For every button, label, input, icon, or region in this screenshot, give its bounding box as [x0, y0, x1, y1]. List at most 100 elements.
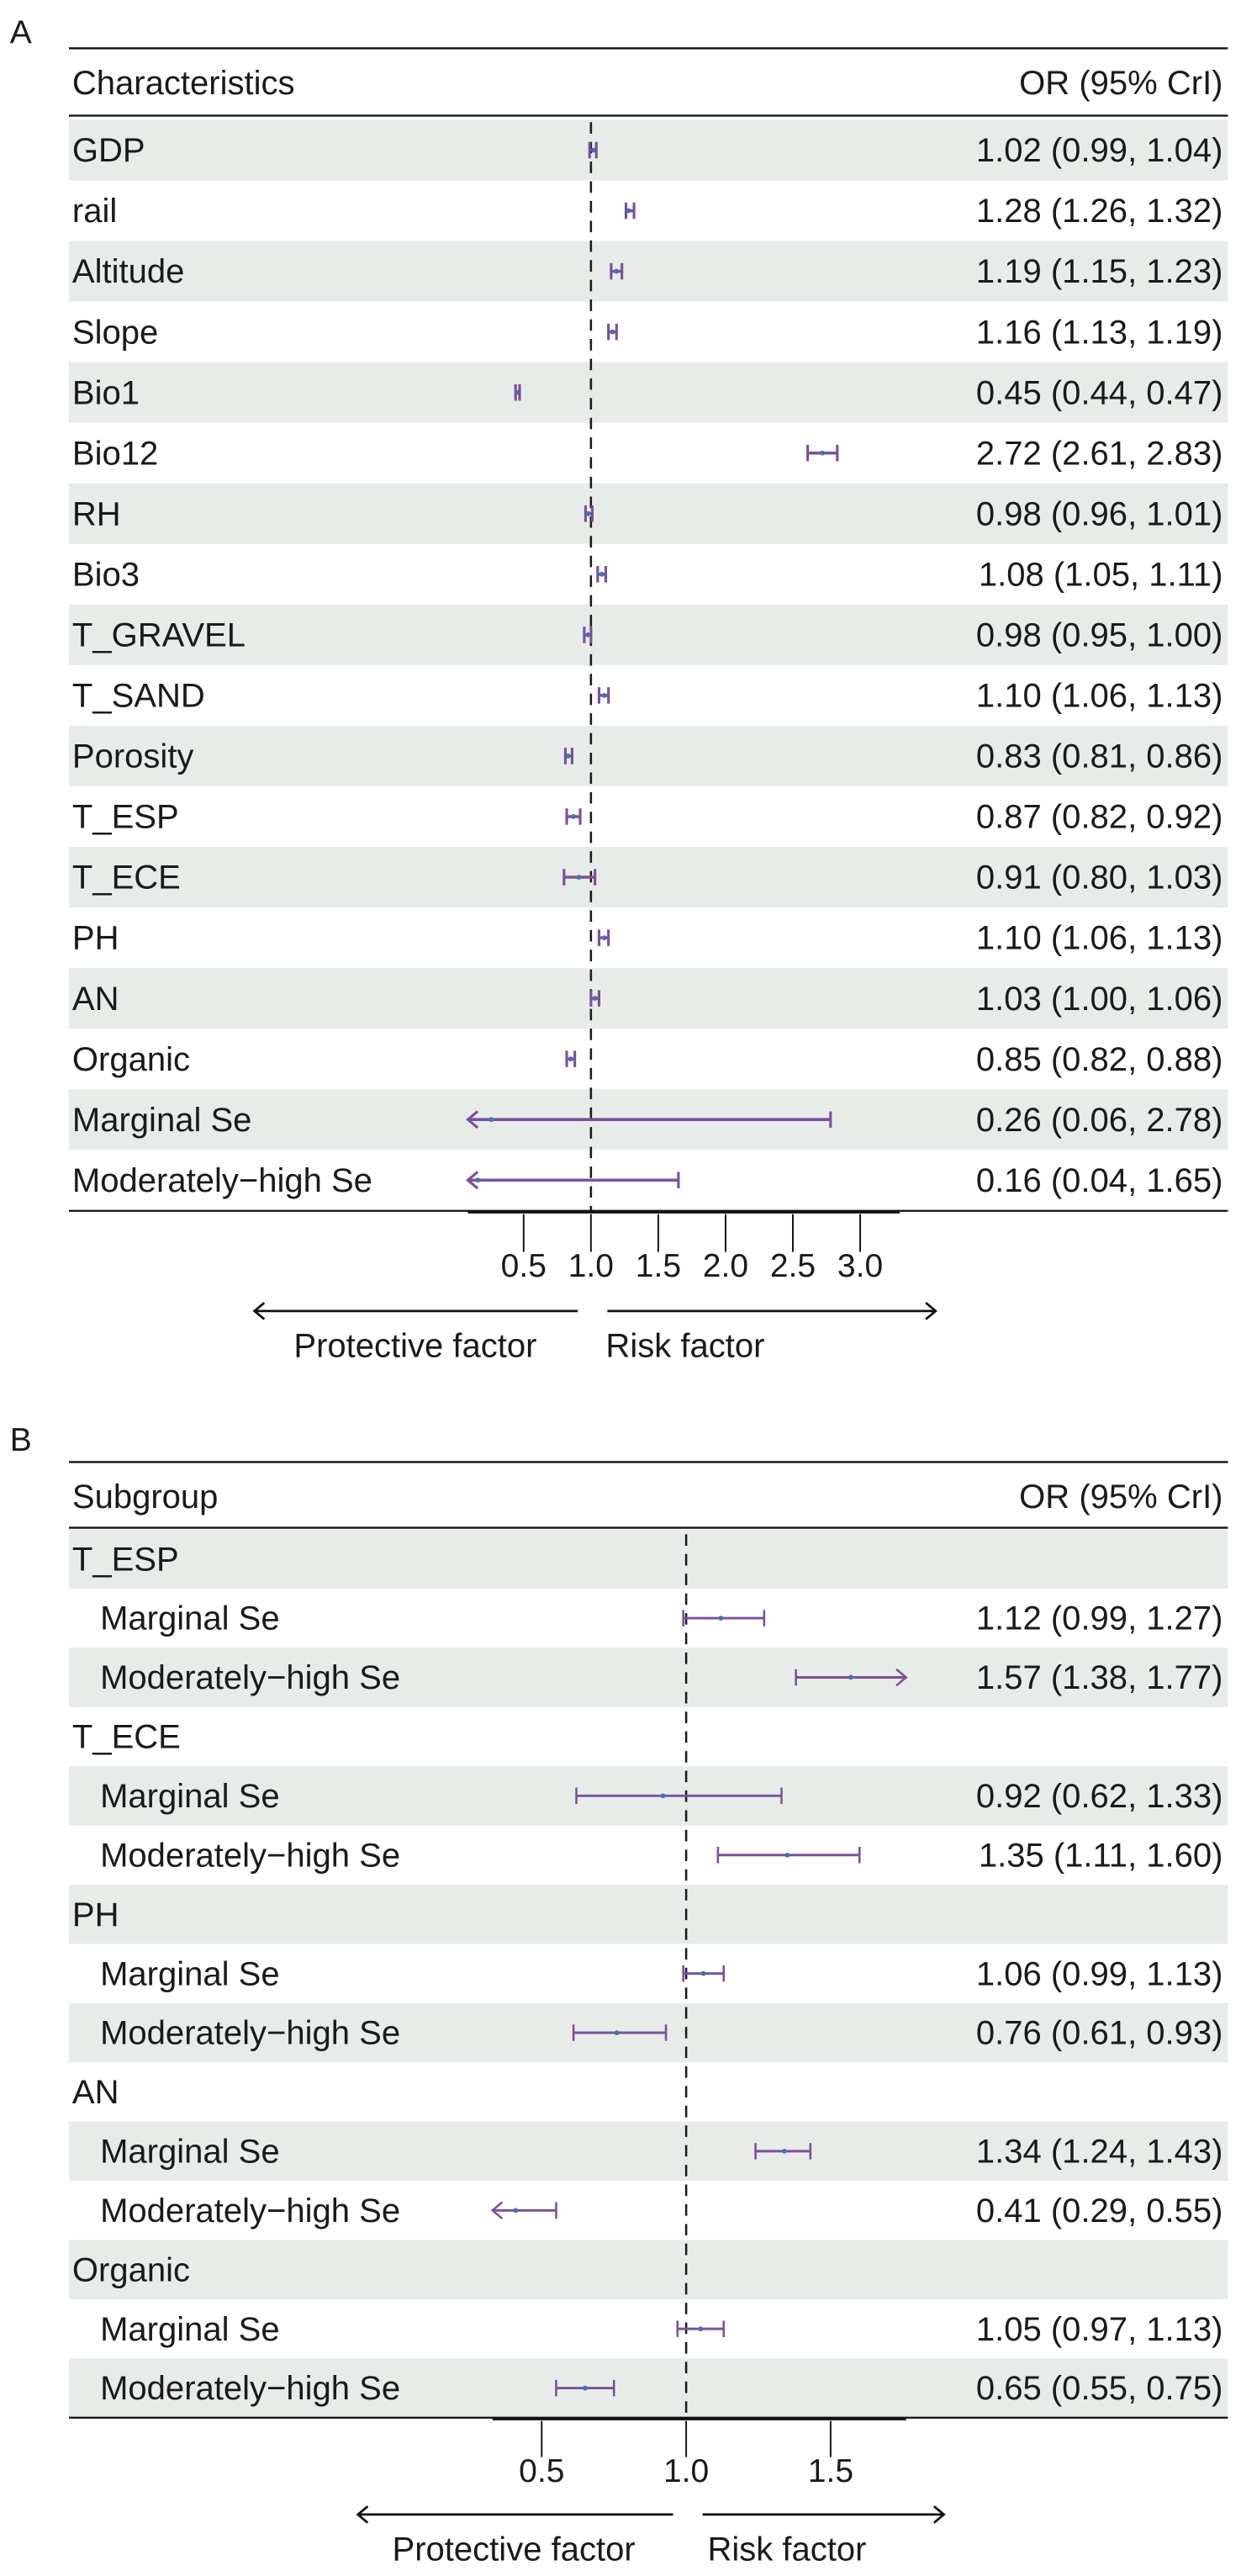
- row-or-text: 0.91 (0.80, 1.03): [976, 860, 1223, 897]
- protective-factor-label: Protective factor: [393, 2531, 636, 2568]
- row-label: T_ESP: [72, 1541, 179, 1578]
- x-tick-label: 1.5: [808, 2453, 853, 2489]
- header-left: Subgroup: [72, 1478, 219, 1515]
- protective-factor-label: Protective factor: [293, 1327, 536, 1364]
- row-label: Moderately−high Se: [100, 2015, 400, 2052]
- point-estimate: [820, 450, 826, 456]
- row-shade: [69, 725, 1228, 786]
- row-label: Bio1: [72, 374, 140, 411]
- table-row: Marginal Se 0.92 (0.62, 1.33): [100, 1778, 1223, 1815]
- row-label: AN: [72, 981, 119, 1018]
- row-or-text: 1.10 (1.06, 1.13): [976, 678, 1223, 715]
- row-label: T_ECE: [72, 1719, 181, 1756]
- table-row: Moderately−high Se 0.16 (0.04, 1.65): [72, 1162, 1223, 1199]
- row-shade: [69, 604, 1228, 665]
- header-right: OR (95% CrI): [1019, 65, 1223, 102]
- point-estimate: [848, 1674, 853, 1680]
- point-estimate: [591, 147, 596, 153]
- ci-arrow-left: [490, 2201, 504, 2220]
- panel-A: A Characteristics OR (95% CrI) GDP 1.02 (0.9…: [10, 15, 1228, 1364]
- row-label: Marginal Se: [100, 1955, 280, 1992]
- table-row: Marginal Se 0.26 (0.06, 2.78): [72, 1102, 1223, 1139]
- row-label: T_SAND: [72, 678, 205, 715]
- row-shade: [69, 1884, 1228, 1944]
- point-estimate: [599, 571, 605, 577]
- row-shade: [69, 968, 1228, 1029]
- point-estimate: [488, 1117, 494, 1123]
- row-shade: [69, 2240, 1228, 2299]
- panel-label: B: [10, 1422, 32, 1458]
- row-shade: [69, 362, 1228, 423]
- row-or-text: 1.08 (1.05, 1.11): [979, 556, 1223, 593]
- row-or-text: 0.92 (0.62, 1.33): [976, 1778, 1223, 1815]
- table-row: T_ECE: [72, 1719, 181, 1756]
- x-tick-label: 0.5: [501, 1248, 547, 1284]
- row-label: Moderately−high Se: [100, 2193, 400, 2230]
- row-or-text: 0.83 (0.81, 0.86): [976, 738, 1223, 775]
- point-estimate: [475, 1177, 481, 1183]
- row-label: Marginal Se: [72, 1102, 252, 1139]
- point-estimate: [700, 1970, 706, 1976]
- point-estimate: [576, 875, 582, 880]
- point-estimate: [781, 2148, 787, 2154]
- row-shade: [69, 1529, 1228, 1589]
- row-shade: [69, 483, 1228, 544]
- point-estimate: [614, 268, 620, 274]
- table-row: Organic: [72, 2251, 190, 2288]
- point-estimate: [585, 632, 591, 637]
- table-row: rail 1.28 (1.26, 1.32): [72, 193, 1223, 230]
- point-estimate: [698, 2326, 704, 2332]
- row-or-text: 0.85 (0.82, 0.88): [976, 1041, 1223, 1078]
- point-estimate: [582, 2385, 588, 2391]
- arrow-left-icon: [252, 1302, 266, 1320]
- table-row: PH 1.10 (1.06, 1.13): [72, 920, 1223, 957]
- row-or-text: 1.57 (1.38, 1.77): [976, 1659, 1223, 1696]
- row-or-text: 1.06 (0.99, 1.13): [976, 1955, 1223, 1992]
- table-row: Moderately−high Se 1.57 (1.38, 1.77): [100, 1659, 1223, 1696]
- table-row: T_SAND 1.10 (1.06, 1.13): [72, 678, 1223, 715]
- table-row: Marginal Se 1.12 (0.99, 1.27): [100, 1600, 1223, 1637]
- row-label: Organic: [72, 2251, 190, 2288]
- row-shade: [69, 2358, 1228, 2418]
- row-label: Slope: [72, 314, 158, 351]
- panel-label: A: [10, 15, 32, 51]
- x-tick-label: 1.5: [636, 1248, 681, 1284]
- row-or-text: 0.65 (0.55, 0.75): [976, 2370, 1223, 2407]
- table-row: Bio12 2.72 (2.61, 2.83): [72, 435, 1223, 472]
- point-estimate: [784, 1852, 790, 1858]
- table-row: Moderately−high Se 0.76 (0.61, 0.93): [100, 2015, 1223, 2052]
- row-or-text: 1.35 (1.11, 1.60): [979, 1837, 1223, 1874]
- row-label: AN: [72, 2074, 119, 2111]
- ci-arrow-right: [895, 1668, 908, 1687]
- row-or-text: 1.02 (0.99, 1.04): [976, 132, 1223, 169]
- arrow-right-icon: [933, 2505, 946, 2524]
- table-row: Altitude 1.19 (1.15, 1.23): [72, 253, 1223, 290]
- row-label: T_GRAVEL: [72, 617, 246, 654]
- row-or-text: 1.05 (0.97, 1.13): [976, 2311, 1223, 2348]
- table-row: PH: [72, 1896, 119, 1933]
- row-or-text: 0.87 (0.82, 0.92): [976, 799, 1223, 836]
- row-label: T_ECE: [72, 860, 181, 897]
- x-tick-label: 2.0: [703, 1248, 748, 1284]
- row-or-text: 0.16 (0.04, 1.65): [976, 1162, 1223, 1199]
- table-row: Moderately−high Se 0.41 (0.29, 0.55): [100, 2193, 1223, 2230]
- row-label: Moderately−high Se: [100, 2370, 400, 2407]
- ci-arrow-left: [465, 1110, 479, 1129]
- row-or-text: 1.28 (1.26, 1.32): [976, 193, 1223, 230]
- row-shade: [69, 241, 1228, 302]
- point-estimate: [601, 935, 607, 940]
- row-label: Marginal Se: [100, 2311, 280, 2348]
- x-tick-label: 1.0: [568, 1248, 614, 1284]
- row-label: Marginal Se: [100, 1778, 280, 1815]
- row-or-text: 1.34 (1.24, 1.43): [976, 2134, 1223, 2171]
- panel-B: B Subgroup OR (95% CrI) T_ESP Marginal Se 1.1…: [10, 1422, 1228, 2568]
- point-estimate: [592, 996, 598, 1002]
- x-tick-label: 0.5: [519, 2453, 564, 2489]
- row-or-text: 0.76 (0.61, 0.93): [976, 2015, 1223, 2052]
- row-label: T_ESP: [72, 799, 179, 836]
- x-tick-label: 1.0: [663, 2453, 709, 2489]
- row-or-text: 0.98 (0.96, 1.01): [976, 495, 1223, 532]
- ci-arrow-left: [465, 1171, 479, 1190]
- table-row: AN: [72, 2074, 119, 2111]
